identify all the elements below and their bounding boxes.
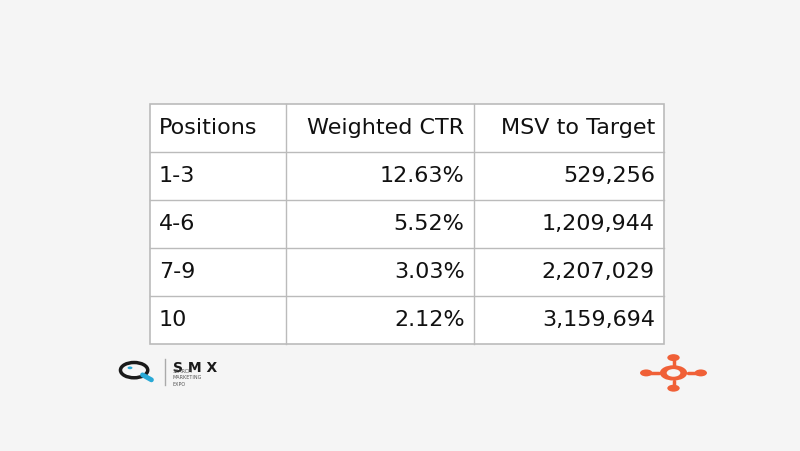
Text: 12.63%: 12.63% (380, 166, 465, 186)
Text: 4-6: 4-6 (159, 214, 195, 234)
Text: 2,207,029: 2,207,029 (542, 262, 655, 282)
Text: 3,159,694: 3,159,694 (542, 310, 655, 330)
Text: 5.52%: 5.52% (394, 214, 465, 234)
Text: 7-9: 7-9 (159, 262, 195, 282)
Text: Weighted CTR: Weighted CTR (307, 119, 465, 138)
Text: 1,209,944: 1,209,944 (542, 214, 655, 234)
Text: Positions: Positions (159, 119, 258, 138)
Circle shape (127, 367, 133, 369)
Text: 10: 10 (159, 310, 187, 330)
Circle shape (660, 365, 687, 381)
Circle shape (667, 354, 680, 361)
Text: MSV to Target: MSV to Target (501, 119, 655, 138)
Text: 3.03%: 3.03% (394, 262, 465, 282)
Text: 1-3: 1-3 (159, 166, 195, 186)
Text: S M X: S M X (173, 361, 217, 375)
Text: 2.12%: 2.12% (394, 310, 465, 330)
Circle shape (667, 385, 680, 391)
Bar (150, 105, 664, 344)
Text: 529,256: 529,256 (563, 166, 655, 186)
Bar (150, 105, 664, 344)
Circle shape (640, 369, 653, 377)
Circle shape (666, 369, 680, 377)
Text: SEARCH
MARKETING
EXPO: SEARCH MARKETING EXPO (173, 368, 202, 387)
Circle shape (694, 369, 707, 377)
